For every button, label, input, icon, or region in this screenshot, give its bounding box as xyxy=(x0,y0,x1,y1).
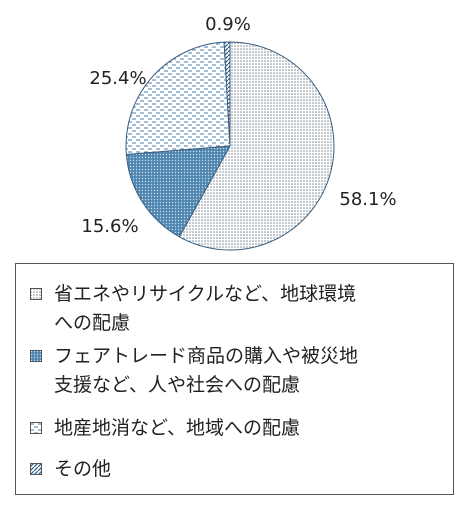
legend-swatch-fairtrade xyxy=(30,350,42,362)
pie-slice-local xyxy=(125,41,231,156)
legend-label-other: その他 xyxy=(54,458,112,480)
pct-label-eco: 58.1% xyxy=(339,189,396,210)
legend-label-eco: 省エネやリサイクルなど、地球環境 への配慮 xyxy=(54,283,357,334)
legend-item-other: その他 xyxy=(30,455,111,484)
pct-label-fairtrade: 15.6% xyxy=(81,216,138,237)
legend-item-local: 地産地消など、地域への配慮 xyxy=(30,414,300,443)
legend-swatch-eco xyxy=(30,288,42,300)
legend-item-eco: 省エネやリサイクルなど、地球環境 への配慮 xyxy=(30,280,356,338)
legend-label-local: 地産地消など、地域への配慮 xyxy=(54,417,301,439)
pie-slice-eco xyxy=(178,41,335,251)
legend: 省エネやリサイクルなど、地球環境 への配慮 フェアトレード商品の購入や被災地 支… xyxy=(15,263,454,495)
pie-slice-fairtrade xyxy=(125,145,231,238)
pie-slice-other xyxy=(223,41,231,147)
pct-label-other: 0.9% xyxy=(205,14,251,35)
pct-label-local: 25.4% xyxy=(89,68,146,89)
legend-swatch-local xyxy=(30,422,42,434)
legend-label-fairtrade: フェアトレード商品の購入や被災地 支援など、人や社会への配慮 xyxy=(54,345,359,396)
legend-item-fairtrade: フェアトレード商品の購入や被災地 支援など、人や社会への配慮 xyxy=(30,342,358,400)
legend-swatch-other xyxy=(30,463,42,475)
